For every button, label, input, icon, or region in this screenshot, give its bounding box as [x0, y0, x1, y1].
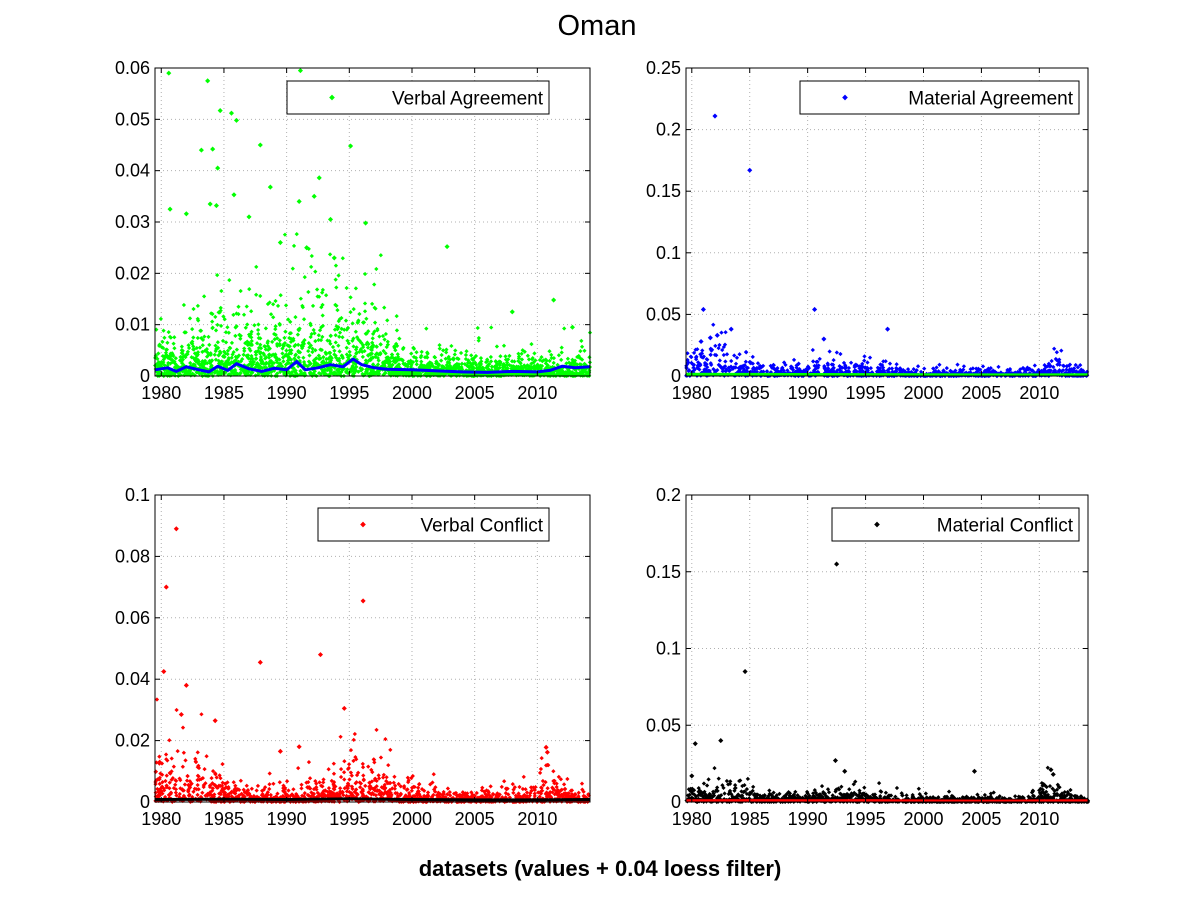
x-tick-label: 2000	[903, 383, 943, 403]
y-tick-label: 0.25	[646, 58, 681, 78]
scatter-point	[194, 345, 199, 351]
legend-label: Material Agreement	[908, 89, 1073, 110]
x-tick-label: 2000	[392, 383, 432, 403]
scatter-point	[360, 354, 365, 359]
scatter-point	[525, 353, 530, 358]
x-tick-label: 1985	[730, 383, 770, 403]
x-tick-label: 1985	[204, 383, 244, 403]
x-tick-label: 2005	[455, 383, 495, 403]
figure-xlabel: datasets (values + 0.04 loess filter)	[419, 856, 782, 881]
scatter-point	[226, 330, 231, 335]
scatter-point	[195, 335, 200, 341]
legend-label: Verbal Agreement	[392, 89, 544, 110]
x-tick-label: 1980	[672, 383, 712, 403]
scatter-point	[385, 339, 390, 344]
figure-title: Oman	[558, 10, 637, 42]
x-tick-label: 1990	[788, 383, 828, 403]
scatter-point	[337, 330, 343, 335]
legend: Material Agreement	[799, 80, 1080, 115]
scatter-point	[456, 356, 461, 362]
scatter-point	[186, 343, 191, 348]
y-tick-label: 0.03	[115, 212, 150, 232]
scatter-point	[579, 338, 584, 343]
scatter-point	[330, 344, 336, 350]
y-tick-label: 0	[671, 366, 681, 386]
scatter-point	[320, 334, 325, 340]
legend: Verbal Agreement	[286, 80, 550, 115]
scatter-point	[191, 306, 196, 312]
x-tick-label: 2010	[1019, 383, 1059, 403]
y-tick-label: 0	[140, 366, 150, 386]
scatter-point	[245, 322, 250, 327]
scatter-point	[179, 344, 184, 349]
scatter-point	[488, 359, 494, 364]
scatter-point	[186, 345, 192, 351]
loess-smooth-line	[685, 372, 1089, 377]
y-tick-label: 0.01	[115, 315, 150, 335]
scatter-point	[215, 273, 220, 278]
x-tick-label: 2005	[961, 383, 1001, 403]
scatter-point	[395, 352, 400, 357]
scatter-point	[579, 344, 585, 349]
y-tick-label: 0.15	[646, 181, 681, 201]
x-tick-label: 1995	[329, 383, 369, 403]
scatter-point	[223, 340, 229, 345]
scatter-point	[309, 264, 314, 270]
y-tick-label: 0.1	[656, 243, 681, 263]
y-tick-label: 0.2	[656, 120, 681, 140]
scatter-point	[549, 352, 554, 358]
scatter-point	[310, 349, 315, 355]
scatter-point	[313, 269, 318, 274]
y-tick-label: 0.06	[115, 58, 150, 78]
scatter-point	[333, 333, 338, 338]
y-tick-label: 0.02	[115, 263, 150, 283]
scatter-point	[254, 292, 259, 297]
scatter-point	[476, 335, 481, 341]
x-tick-label: 1980	[141, 383, 181, 403]
scatter-point	[551, 360, 556, 366]
scatter-point	[278, 293, 283, 298]
chart-panel-1: 1980 1985 1990 1995 2000 2005 2010 0 0.01 0.02 0.0…	[115, 58, 593, 403]
y-tick-label: 0.04	[115, 161, 150, 181]
x-tick-label: 1995	[846, 383, 886, 403]
scatter-point	[559, 345, 564, 350]
scatter-point	[323, 350, 328, 355]
y-tick-label: 0.05	[115, 109, 150, 129]
y-tick-label: 0.05	[646, 304, 681, 324]
x-tick-label: 1990	[267, 383, 307, 403]
scatter-point	[559, 350, 564, 355]
scatter-point	[275, 303, 281, 309]
x-tick-label: 2010	[517, 383, 557, 403]
scatter-point	[258, 293, 263, 299]
